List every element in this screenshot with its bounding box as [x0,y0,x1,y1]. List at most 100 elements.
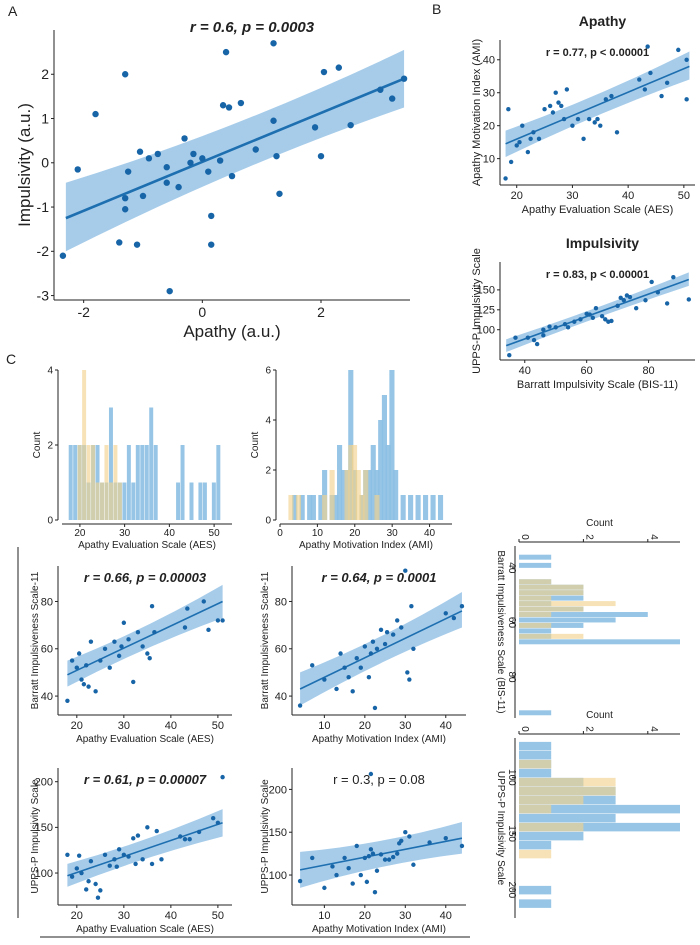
data-point [368,771,374,777]
y-tick-label: 60 [275,644,287,656]
data-point [154,150,162,158]
x-tick-label: 40 [424,528,436,539]
x-tick-label: 20 [74,528,86,539]
data-point [93,881,98,887]
data-point [565,325,571,330]
x-axis-label: Apathy (a.u.) [183,322,280,341]
y-axis-label: Count [250,431,261,458]
histogram-bar-blue [408,495,414,520]
histogram-bar-yellow [519,795,584,805]
data-point [199,155,206,162]
data-point [276,190,283,197]
y-tick-label: 4 [47,366,53,377]
data-point [84,663,89,668]
x-tick-label: 30 [399,910,411,922]
histogram-bar-blue [370,445,376,520]
data-point [208,241,215,248]
data-point [390,632,396,637]
data-point [451,615,457,621]
data-point [517,139,522,145]
histogram-bar-yellow [519,601,616,607]
data-point [407,834,412,839]
histogram-bar-yellow [82,370,87,520]
data-point [531,130,536,135]
y-tick-label: 150 [477,285,495,297]
data-point [553,90,558,95]
histogram-bar-blue [144,445,149,520]
data-point [222,48,230,56]
data-point [338,651,343,656]
regression-line [299,610,463,690]
data-point [84,887,89,892]
data-point [133,241,141,248]
histogram-bar-blue [189,482,194,520]
data-point [74,166,81,173]
data-point [564,87,570,92]
y-tick-label: 2 [41,66,49,82]
x-tick-label: 20 [511,190,523,202]
y-axis-label: Impulsivity (a.u.) [15,103,34,227]
data-point [637,77,642,82]
y-tick-label: -2 [37,243,50,259]
x-axis-label: Apathy Evaluation Scale (AES) [78,540,216,551]
x-tick-label: 20 [359,720,371,732]
histogram-bar-yellow [113,445,118,520]
data-point [595,116,600,122]
histogram-bar-blue [211,482,216,520]
data-point [686,297,692,302]
histogram-bar-yellow [351,445,358,520]
histogram-bar-yellow [91,445,96,520]
y-axis-label: Apathy Motivation Index (AMI) [471,39,483,186]
x-tick-label: 30 [387,528,399,539]
data-point [322,677,327,682]
data-point [273,152,280,160]
count-tick-label: 4 [648,726,659,732]
data-point [178,834,183,839]
data-point [592,120,597,125]
data-point [598,123,603,128]
data-point [116,239,123,246]
data-point [166,287,173,295]
data-point [578,317,583,322]
data-point [411,862,416,867]
histogram-bar-yellow [519,804,552,814]
value-tick-label: 80 [506,671,517,683]
histogram-bar-blue [519,750,552,760]
x-tick-label: 30 [566,190,578,202]
data-point [116,653,122,659]
regression-line [505,278,690,347]
data-point [547,103,553,109]
data-point [354,656,359,661]
data-point [220,774,225,780]
data-point [342,665,347,670]
data-point [553,325,558,330]
data-point [407,677,412,682]
data-point [676,47,681,53]
count-tick-label: 0 [519,534,530,540]
x-tick-label: 20 [359,910,371,922]
y-tick-label: 80 [41,596,53,608]
data-point [102,852,108,857]
data-point [358,665,363,670]
histogram-bar-blue [389,370,395,520]
histogram-bar-blue [73,445,78,520]
data-point [633,306,639,311]
data-point [228,172,236,180]
data-point [587,312,592,317]
histogram-bar-yellow [519,822,584,832]
histogram-bar-blue [198,482,203,520]
data-point [572,319,577,324]
y-axis-label: UPPS-P Impulsivity Scale [30,779,41,894]
data-point [615,303,620,309]
histogram-bar-blue [126,445,131,520]
chart-c4: 10 20 30 40 100 150 200 Apathy Motivation Index… [260,768,466,935]
histogram-bar-blue [437,495,444,520]
data-point [603,317,608,322]
histogram-bar-blue [519,639,680,645]
data-point [112,639,117,644]
histogram-bar-yellow [344,470,350,520]
data-point [74,665,80,670]
histogram-bar-yellow [77,445,82,520]
histogram-bar-yellow [519,606,584,612]
data-point [310,855,315,861]
